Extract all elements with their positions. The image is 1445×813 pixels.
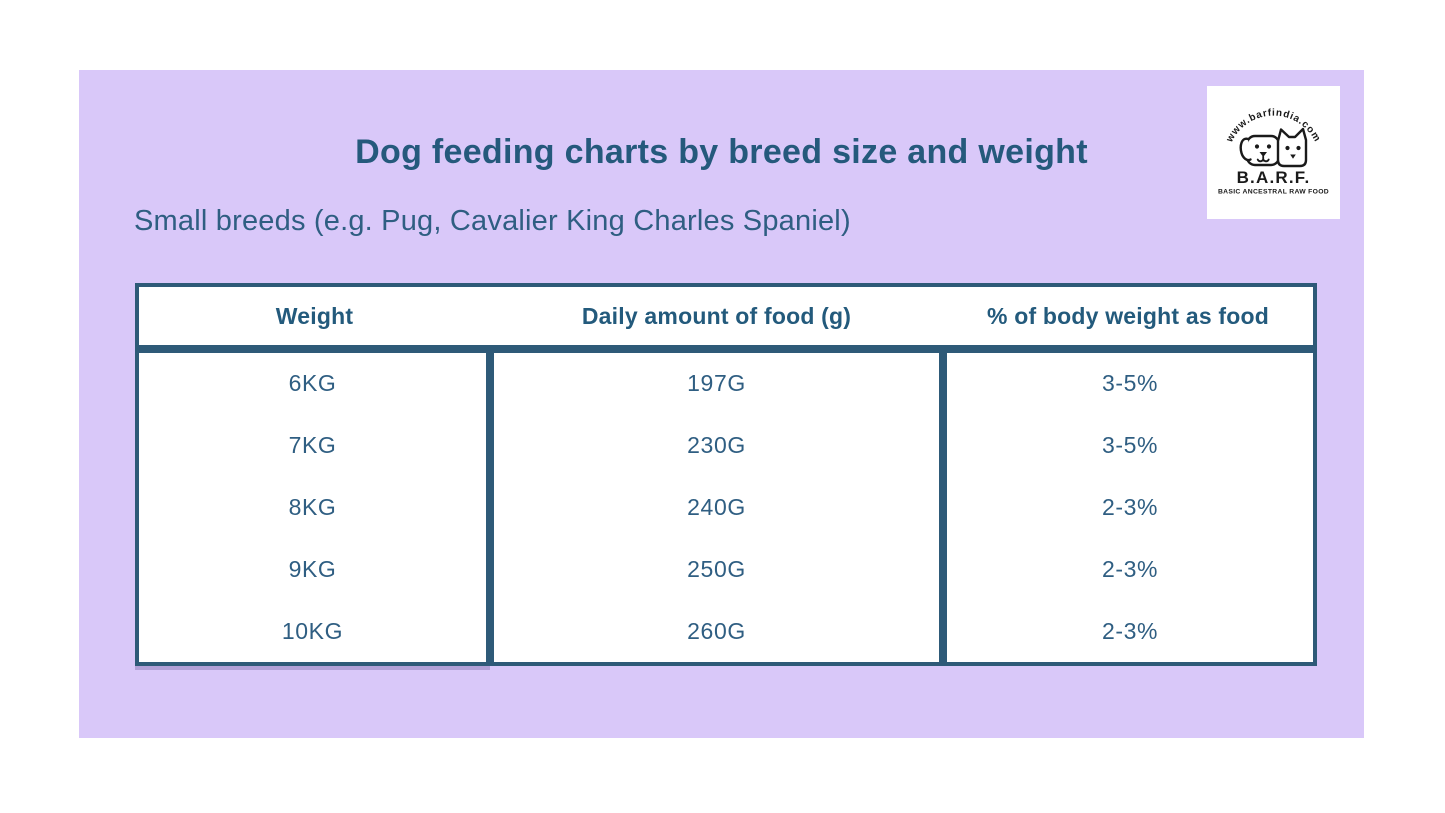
dog-and-cat-icon: www.barfindia.com B.A.R.F. (1218, 108, 1329, 196)
column-header-daily-amount: Daily amount of food (g) (581, 302, 852, 329)
breed-subtitle: Small breeds (e.g. Pug, Cavalier King Ch… (134, 205, 851, 237)
column-header-weight: Weight (275, 302, 354, 329)
table-cell: 2-3% (1101, 617, 1159, 644)
table-cell: 3-5% (1101, 432, 1159, 459)
table-cell: 8KG (288, 493, 337, 520)
table-cell: 6KG (288, 370, 337, 397)
table-cell: 230G (687, 432, 746, 459)
logo-tagline: BASIC ANCESTRAL RAW FOOD (1218, 189, 1329, 196)
table-header-row: Weight Daily amount of food (g) % of bod… (135, 283, 1317, 349)
table-body: 6KG 7KG 8KG 9KG 10KG 197G 230G 240G 250G 260G 3-… (135, 349, 1317, 666)
page-title: Dog feeding charts by breed size and wei… (355, 133, 1088, 171)
table-cell: 250G (687, 555, 746, 582)
feeding-table: Weight Daily amount of food (g) % of bod… (135, 283, 1317, 666)
table-column-body-weight-pct: 3-5% 3-5% 2-3% 2-3% 2-3% (943, 349, 1317, 666)
table-column-daily-amount: 197G 230G 240G 250G 260G (490, 349, 943, 666)
table-column-weight: 6KG 7KG 8KG 9KG 10KG (135, 349, 490, 666)
column-header-body-weight-pct: % of body weight as food (986, 302, 1270, 329)
table-cell: 260G (687, 617, 746, 644)
logo-name: B.A.R.F. (1237, 168, 1311, 187)
table-cell: 3-5% (1101, 370, 1159, 397)
table-cell: 197G (687, 370, 746, 397)
table-cell: 7KG (288, 432, 337, 459)
slide-panel: Dog feeding charts by breed size and wei… (79, 70, 1364, 738)
table-cell: 10KG (281, 617, 344, 644)
logo-card: www.barfindia.com B.A.R.F. (1207, 86, 1340, 219)
table-cell: 2-3% (1101, 555, 1159, 582)
table-cell: 240G (687, 493, 746, 520)
table-cell: 2-3% (1101, 493, 1159, 520)
table-cell: 9KG (288, 555, 337, 582)
